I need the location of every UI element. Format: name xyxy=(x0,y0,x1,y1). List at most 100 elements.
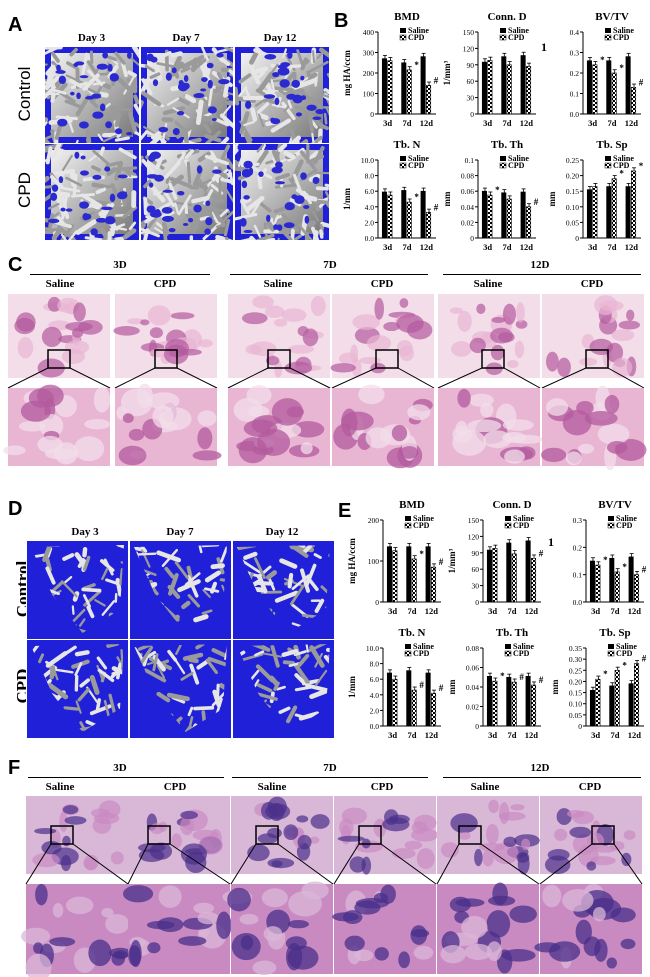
x-tick-label: 12d xyxy=(525,730,539,740)
a-day-7: Day 7 xyxy=(172,32,200,44)
svg-text:CPD: CPD xyxy=(413,649,430,658)
y-tick-label: 300 xyxy=(363,49,375,58)
y-tick-label: 8.0 xyxy=(370,660,380,669)
lowmag-image xyxy=(437,796,540,875)
x-tick-label: 3d xyxy=(383,118,392,128)
y-tick-label: 400 xyxy=(363,28,375,37)
c-line-12d xyxy=(443,274,641,275)
bar-cpd xyxy=(611,72,617,115)
f-line-7d xyxy=(232,777,428,778)
significance-mark: # xyxy=(642,654,647,664)
bar-saline xyxy=(401,62,407,115)
y-tick-label: 0.4 xyxy=(570,28,580,37)
bar-cpd xyxy=(506,64,512,115)
bar-saline xyxy=(609,685,615,727)
bar-saline xyxy=(628,556,634,603)
chart-b-bvtv: BV/TV Saline CPD 0.0 0.1 0.2 0.3 0.4 * 3d * 7d #12d xyxy=(545,8,645,136)
y-tick-label: 100 xyxy=(368,557,380,566)
y-tick-label: 0.08 xyxy=(461,172,474,181)
y-tick-label: 10.0 xyxy=(366,644,379,653)
bar-cpd xyxy=(614,669,620,727)
y-tick-label: 0.25 xyxy=(569,666,582,675)
c-group-12d: 12D xyxy=(530,259,550,271)
bar-saline xyxy=(589,690,595,727)
svg-text:Saline: Saline xyxy=(613,154,634,163)
y-tick-label: 30 xyxy=(472,582,480,591)
bar-saline xyxy=(401,190,407,239)
bar-cpd xyxy=(387,194,393,239)
y-tick-label: 90 xyxy=(472,549,480,558)
zoom-box xyxy=(50,825,74,845)
svg-text:Saline: Saline xyxy=(408,26,429,35)
zoom-box xyxy=(481,349,505,369)
x-tick-label: 7d xyxy=(408,606,417,616)
bar-saline xyxy=(406,670,412,727)
bar-saline xyxy=(506,676,512,727)
bar-cpd xyxy=(387,60,393,115)
a-row-cpd: CPD xyxy=(15,172,34,208)
bar-saline xyxy=(609,557,615,603)
bar-saline xyxy=(481,190,487,239)
zoom-box xyxy=(147,825,171,845)
panel-f-masson-histology xyxy=(21,796,643,977)
f-saline-3d: Saline xyxy=(45,781,75,793)
lowmag-image xyxy=(542,294,644,378)
f-line-12d xyxy=(443,777,641,778)
y-tick-label: 0.25 xyxy=(566,156,579,165)
zoom-box xyxy=(154,349,178,369)
bar-cpd xyxy=(526,206,532,239)
y-tick-label: 0.0 xyxy=(570,110,580,119)
f-line-3d xyxy=(28,777,224,778)
x-tick-label: 7d xyxy=(403,118,412,128)
lowmag-image xyxy=(231,796,333,874)
y-axis-label: mm xyxy=(547,191,557,206)
microct-d-cpd-day3 xyxy=(26,639,129,739)
bar-saline xyxy=(481,61,487,115)
chart-title: Tb. N xyxy=(394,139,421,151)
significance-mark: # xyxy=(519,672,524,682)
panel-label-c: C xyxy=(8,254,23,276)
bar-cpd xyxy=(506,198,512,239)
bar-saline xyxy=(425,672,431,727)
svg-text:Saline: Saline xyxy=(413,514,434,523)
microct-cpd-day12 xyxy=(234,143,330,241)
f-cpd-12d: CPD xyxy=(578,781,602,793)
y-tick-label: 0 xyxy=(370,110,374,119)
y-axis-label: 1/mm³ xyxy=(442,60,452,85)
f-group-7d: 7D xyxy=(323,762,337,774)
chart-title: BMD xyxy=(399,499,425,511)
panel-label-a: A xyxy=(8,14,23,36)
bar-saline xyxy=(501,192,507,239)
bar-saline xyxy=(606,186,612,239)
a-day-3: Day 3 xyxy=(77,32,106,44)
significance-mark: # xyxy=(539,675,544,685)
significance-mark: # xyxy=(419,680,424,690)
x-tick-label: 12d xyxy=(420,242,434,252)
y-tick-label: 0.1 xyxy=(570,90,580,99)
y-tick-label: 0.1 xyxy=(573,571,583,580)
chart-b-bmd: BMD Saline CPD 0 100 200 300 400 mg HA/ccm 3d * 7d #… xyxy=(340,8,440,136)
significance-mark: * xyxy=(414,60,419,70)
a-row-control: Control xyxy=(15,66,34,122)
c-group-3d: 3D xyxy=(113,259,127,271)
y-tick-label: 6.0 xyxy=(370,675,380,684)
f-group-3d: 3D xyxy=(113,762,127,774)
y-tick-label: 90 xyxy=(467,61,475,70)
bar-cpd xyxy=(392,550,398,603)
y-tick-label: 0.15 xyxy=(566,187,579,196)
x-tick-label: 12d xyxy=(628,606,642,616)
chart-e-tbsp: Tb. Sp Saline CPD 0 0.05 0.10 0.15 0.20 0.25 0.30… xyxy=(548,624,648,748)
microct-d-control-day3 xyxy=(26,540,129,640)
x-tick-label: 7d xyxy=(608,118,617,128)
chart-e-bmd: BMD Saline CPD 0 100 200 mg HA/ccm 3d * 7d #12d xyxy=(345,496,445,624)
b-side-mark: 1 xyxy=(541,40,547,54)
f-cpd-3d: CPD xyxy=(163,781,187,793)
zoom-box xyxy=(358,825,382,845)
